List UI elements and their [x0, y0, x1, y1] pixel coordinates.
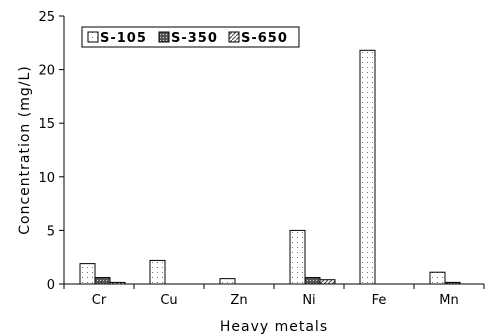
bar-s-105-cr: [79, 263, 96, 285]
legend-label-s-350: S-350: [171, 31, 218, 46]
bar-s-650-ni: [319, 279, 336, 285]
bars: [79, 49, 461, 285]
bar-s-105-fe: [359, 49, 376, 285]
bar-s-650-cr: [109, 281, 126, 285]
bar-s-105-zn: [219, 278, 236, 285]
bar-s-350-mn: [444, 281, 461, 285]
legend-box: [81, 26, 300, 48]
y-tick-label: 15: [38, 117, 55, 132]
y-axis-ticks: 0 5 10 15 20 25: [38, 10, 64, 293]
y-tick-label: 0: [47, 278, 55, 293]
bar-s-350-cr: [94, 277, 111, 285]
legend-swatch-s-350: [158, 31, 170, 43]
bar-s-105-cu: [149, 259, 166, 285]
x-tick-label: Fe: [372, 293, 387, 308]
y-axis-title: Concentration (mg/L): [17, 65, 33, 234]
x-tick-label: Cu: [160, 293, 177, 308]
legend-swatch-s-105: [87, 31, 99, 43]
x-tick-label: Zn: [230, 293, 247, 308]
y-tick-label: 5: [47, 224, 55, 239]
legend-swatch-s-650: [228, 31, 240, 43]
y-tick-label: 10: [38, 171, 55, 186]
y-tick-label: 25: [38, 10, 55, 25]
legend-label-s-105: S-105: [100, 31, 147, 46]
bar-s-105-mn: [429, 271, 446, 285]
y-tick-label: 20: [38, 64, 55, 79]
bar-s-350-ni: [304, 277, 321, 285]
bar-s-105-ni: [289, 229, 306, 285]
x-axis-title: Heavy metals: [220, 319, 328, 335]
x-tick-label: Cr: [92, 293, 107, 308]
x-axis-ticks: Cr Cu Zn Ni Fe Mn: [63, 284, 485, 308]
x-tick-label: Mn: [439, 293, 458, 308]
plot-area: [63, 16, 484, 285]
legend-label-s-650: S-650: [241, 31, 288, 46]
x-tick-label: Ni: [302, 293, 315, 308]
legend: S-105 S-350 S-650: [81, 26, 300, 48]
